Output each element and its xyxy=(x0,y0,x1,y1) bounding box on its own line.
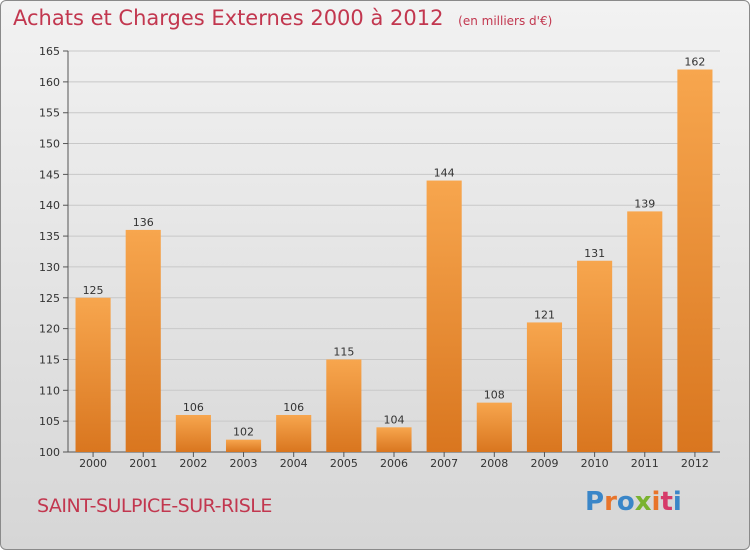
data-label: 106 xyxy=(283,401,304,414)
bar-2012[interactable] xyxy=(677,69,713,452)
bar-2002[interactable] xyxy=(175,414,211,452)
x-tick-label: 2010 xyxy=(581,457,609,470)
bar-layer xyxy=(75,69,713,453)
x-tick-label: 2005 xyxy=(330,457,358,470)
data-label: 106 xyxy=(183,401,204,414)
data-label: 102 xyxy=(233,426,254,439)
data-label: 136 xyxy=(133,216,154,229)
logo-letter: t xyxy=(660,487,673,517)
data-label: 131 xyxy=(584,247,605,260)
y-tick-label: 135 xyxy=(39,230,60,243)
bar-2006[interactable] xyxy=(376,427,412,452)
bar-2005[interactable] xyxy=(326,359,362,452)
x-tick-label: 2012 xyxy=(681,457,709,470)
x-tick-label: 2007 xyxy=(430,457,458,470)
logo-letter: i xyxy=(672,487,682,517)
bar-2010[interactable] xyxy=(577,260,613,452)
bar-2011[interactable] xyxy=(627,211,663,452)
logo-letter: x xyxy=(634,487,652,517)
bar-2009[interactable] xyxy=(526,322,563,452)
x-tick-label: 2009 xyxy=(530,457,558,470)
y-tick-label: 155 xyxy=(39,107,60,120)
grid-layer xyxy=(68,50,720,453)
logo-letter: P xyxy=(585,487,605,517)
chart-title: Achats et Charges Externes 2000 à 2012 (… xyxy=(13,6,552,30)
y-tick-label: 110 xyxy=(39,384,60,397)
logo-letter: o xyxy=(616,487,635,517)
data-label: 125 xyxy=(83,284,104,297)
y-tick-label: 150 xyxy=(39,138,60,151)
data-label: 162 xyxy=(684,56,705,69)
data-label: 144 xyxy=(434,167,455,180)
x-tick-label: 2002 xyxy=(179,457,207,470)
bar-2003[interactable] xyxy=(225,439,262,452)
x-tick-label: 2004 xyxy=(280,457,308,470)
x-tick-label: 2006 xyxy=(380,457,408,470)
y-tick-label: 145 xyxy=(39,168,60,181)
y-tick-label: 125 xyxy=(39,292,60,305)
bar-2004[interactable] xyxy=(276,414,312,452)
bar-2008[interactable] xyxy=(476,402,512,452)
chart-subtitle: (en milliers d'€) xyxy=(458,14,553,28)
y-tick-label: 140 xyxy=(39,199,60,212)
chart-title-text: Achats et Charges Externes 2000 à 2012 xyxy=(13,6,444,30)
data-label: 115 xyxy=(333,345,354,358)
y-tick-label: 115 xyxy=(39,353,60,366)
label-layer: 2000 125 2001 136 2002 106 2003 102 2004 106 2005 1… xyxy=(79,56,709,470)
x-tick-label: 2008 xyxy=(480,457,508,470)
data-label: 104 xyxy=(384,413,405,426)
x-tick-label: 2011 xyxy=(631,457,659,470)
y-tick-label: 120 xyxy=(39,323,60,336)
logo-letter: i xyxy=(651,487,661,517)
x-tick-label: 2003 xyxy=(230,457,258,470)
bar-2007[interactable] xyxy=(426,180,462,453)
commune-name: SAINT-SULPICE-SUR-RISLE xyxy=(37,495,272,517)
data-label: 108 xyxy=(484,389,505,402)
y-tick-label: 100 xyxy=(39,446,60,459)
x-tick-label: 2001 xyxy=(129,457,157,470)
y-tick-label: 165 xyxy=(39,45,60,58)
bar-2000[interactable] xyxy=(75,297,111,452)
logo-letter: r xyxy=(604,487,617,517)
data-label: 121 xyxy=(534,308,555,321)
y-tick-label: 160 xyxy=(39,76,60,89)
bar-2001[interactable] xyxy=(125,229,161,452)
y-tick-label: 105 xyxy=(39,415,60,428)
x-tick-label: 2000 xyxy=(79,457,107,470)
y-tick-label: 130 xyxy=(39,261,60,274)
proxiti-logo[interactable]: Proxiti xyxy=(585,487,682,517)
data-label: 139 xyxy=(634,197,655,210)
